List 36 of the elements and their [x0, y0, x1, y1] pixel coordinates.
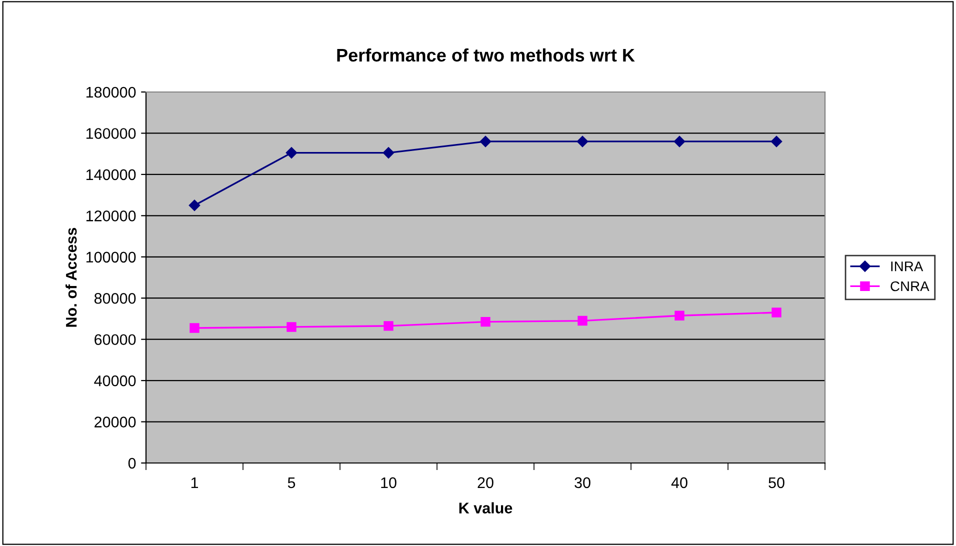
y-tick-label: 160000 [86, 128, 136, 139]
point [286, 147, 298, 158]
y-tick-label: 0 [128, 458, 136, 469]
legend-label: INRA [891, 262, 924, 272]
x-axis-title: K value [459, 502, 512, 514]
point [576, 136, 588, 148]
chart-title: Performance of two methods wrt K [337, 48, 635, 62]
point [674, 136, 686, 148]
y-tick-label: 100000 [86, 252, 136, 263]
point [772, 308, 782, 318]
x-tick-label: 20 [478, 477, 494, 488]
x-tick-label: 10 [381, 477, 396, 488]
y-tick-label: 40000 [94, 375, 136, 386]
point [382, 147, 394, 158]
y-tick-label: 120000 [86, 210, 136, 222]
y-tick-label: 60000 [94, 334, 136, 346]
point [770, 136, 782, 148]
x-tick-label: 1 [191, 477, 198, 488]
point [188, 200, 200, 211]
y-tick-label: 140000 [86, 169, 136, 180]
point [286, 322, 296, 332]
point [190, 323, 200, 333]
point [578, 316, 588, 326]
legend-label: CNRA [890, 281, 930, 292]
y-tick-label: 20000 [94, 416, 136, 428]
y-tick-label: 80000 [94, 292, 136, 304]
point [480, 136, 492, 148]
y-axis-title: No. of Access [66, 228, 77, 327]
point [674, 310, 684, 320]
x-tick-label: 5 [288, 477, 296, 488]
x-tick-label: 50 [768, 477, 784, 488]
point [384, 321, 394, 331]
x-tick-label: 30 [574, 477, 590, 488]
point [480, 316, 490, 327]
x-tick-label: 40 [671, 477, 688, 488]
y-tick-label: 180000 [86, 86, 136, 98]
